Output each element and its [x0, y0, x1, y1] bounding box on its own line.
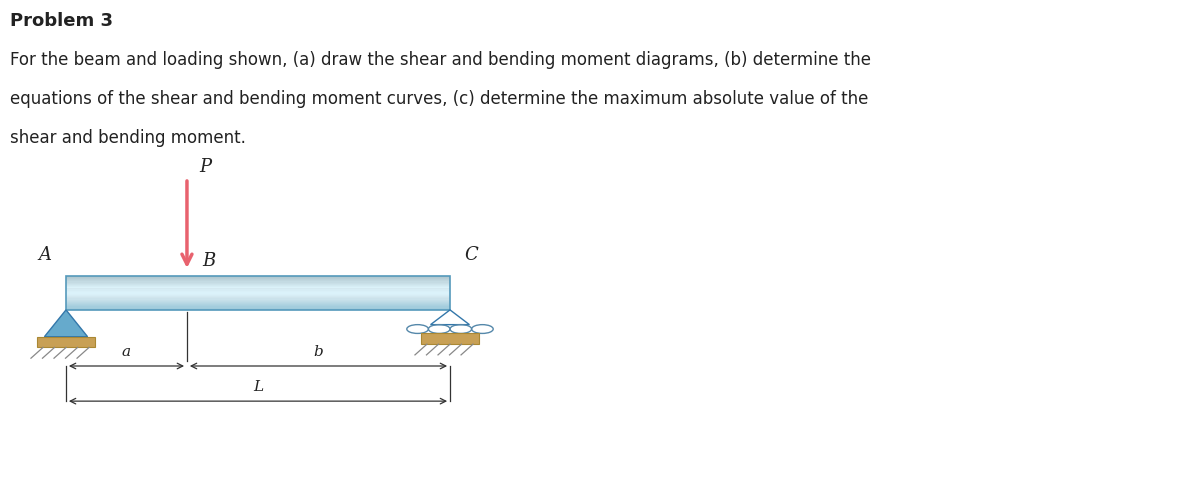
Bar [66, 304, 450, 305]
Text: a: a [122, 345, 131, 359]
Bar [66, 290, 450, 292]
Bar [66, 276, 450, 310]
Bar [66, 288, 450, 289]
Bar [66, 287, 450, 288]
Bar [66, 282, 450, 283]
Text: L: L [253, 380, 263, 394]
Bar [66, 307, 450, 309]
Bar [66, 280, 450, 282]
Bar [66, 301, 450, 302]
Text: For the beam and loading shown, (a) draw the shear and bending moment diagrams, : For the beam and loading shown, (a) draw… [10, 51, 871, 69]
Polygon shape [44, 310, 88, 337]
Bar [66, 295, 450, 296]
Bar [66, 302, 450, 303]
Bar [66, 286, 450, 287]
Text: b: b [313, 345, 323, 359]
Bar [66, 277, 450, 278]
Bar [66, 300, 450, 301]
Bar [66, 293, 450, 294]
Bar [66, 299, 450, 300]
Text: shear and bending moment.: shear and bending moment. [10, 129, 246, 147]
Bar [66, 285, 450, 286]
Text: B: B [203, 252, 216, 270]
Bar [66, 284, 450, 285]
Bar [66, 306, 450, 307]
Bar [66, 309, 450, 310]
Bar [66, 305, 450, 306]
Bar [66, 278, 450, 279]
Text: C: C [464, 245, 479, 264]
Bar [66, 294, 450, 295]
Bar [66, 296, 450, 297]
Text: A: A [38, 245, 50, 264]
Bar [37, 337, 95, 347]
Bar [66, 292, 450, 293]
Bar [66, 283, 450, 284]
Text: P: P [199, 158, 211, 176]
Bar [66, 276, 450, 277]
Bar [66, 279, 450, 280]
Text: Problem 3: Problem 3 [10, 12, 113, 30]
Bar [66, 297, 450, 299]
Bar [66, 289, 450, 290]
Bar [66, 303, 450, 304]
Bar [421, 333, 479, 344]
Text: equations of the shear and bending moment curves, (c) determine the maximum abso: equations of the shear and bending momen… [10, 90, 868, 108]
